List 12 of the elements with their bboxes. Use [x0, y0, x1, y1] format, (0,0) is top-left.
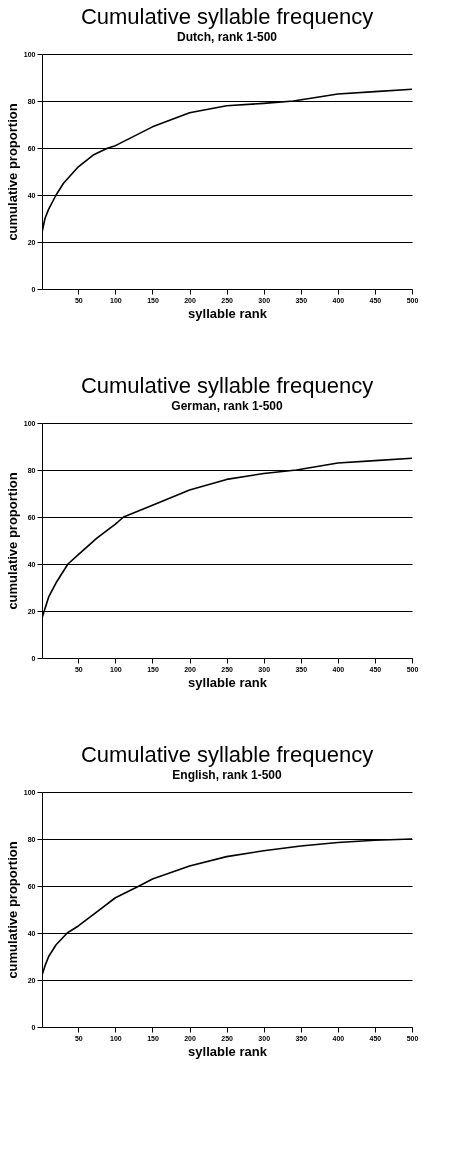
chart-subtitle: Dutch, rank 1-500 — [176, 30, 278, 44]
chart-subtitle: English, rank 1-500 — [172, 768, 283, 782]
y-axis-title: cumulative proportion — [4, 841, 20, 979]
x-axis-title: syllable rank — [188, 305, 268, 321]
chart-title: Cumulative syllable frequency — [80, 373, 374, 398]
chart-title: Cumulative syllable frequency — [80, 742, 374, 767]
y-axis-title: cumulative proportion — [4, 472, 20, 610]
x-axis-title: syllable rank — [188, 1043, 268, 1059]
y-axis-title: cumulative proportion — [4, 103, 20, 241]
x-axis-title: syllable rank — [188, 674, 268, 690]
chart-subtitle: German, rank 1-500 — [171, 399, 284, 413]
chart-title: Cumulative syllable frequency — [80, 4, 374, 29]
